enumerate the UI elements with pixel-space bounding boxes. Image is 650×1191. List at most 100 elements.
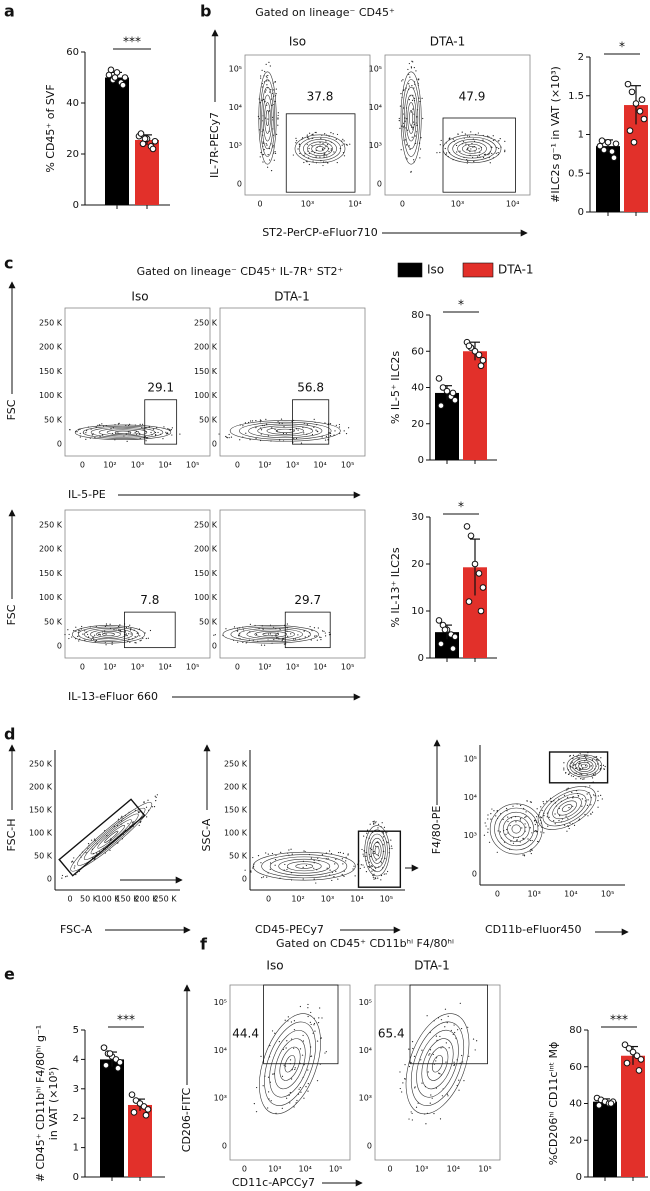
event-dot <box>590 813 592 815</box>
data-point <box>435 375 443 382</box>
event-dot <box>274 864 276 866</box>
contour <box>581 763 588 769</box>
event-dot <box>328 150 330 153</box>
event-dot <box>455 144 458 147</box>
contour <box>578 761 591 771</box>
event-dot <box>505 833 507 835</box>
data-point <box>449 645 457 652</box>
event-dot <box>381 822 383 824</box>
event-dot <box>590 804 592 806</box>
event-dot <box>572 754 575 756</box>
event-dot <box>294 638 296 640</box>
event-dot <box>435 1060 437 1062</box>
contour <box>466 146 478 152</box>
event-dot <box>325 145 327 148</box>
contour <box>489 803 543 855</box>
contour <box>400 71 422 165</box>
event-dot <box>590 765 593 767</box>
event-dot <box>274 81 276 83</box>
event-dot <box>155 800 157 802</box>
event-dot <box>293 1020 296 1022</box>
data-point <box>475 570 483 577</box>
event-dot <box>515 821 517 823</box>
bar <box>593 1101 617 1177</box>
event-dot <box>414 1086 416 1088</box>
event-dot <box>120 631 122 633</box>
event-dot <box>565 815 567 817</box>
x-tick-label: 10⁴ <box>313 663 326 672</box>
event-dot <box>563 767 565 769</box>
event-dot <box>582 778 584 780</box>
event-dot <box>274 858 277 861</box>
event-dot <box>330 132 332 134</box>
contour <box>275 428 295 433</box>
event-dot <box>406 158 408 160</box>
event-dot <box>313 1022 316 1025</box>
x-tick-label: 10⁴ <box>348 200 361 209</box>
event-dot <box>321 854 324 856</box>
event-dot <box>253 1103 255 1105</box>
event-dot <box>266 84 268 86</box>
event-dot <box>366 829 369 831</box>
event-dot <box>468 144 470 147</box>
event-dot <box>270 169 273 172</box>
event-dot <box>400 149 402 151</box>
x-tick-label: 10³ <box>527 890 540 899</box>
event-dot <box>264 91 267 93</box>
event-dot <box>543 815 545 817</box>
event-dot <box>546 800 548 802</box>
event-dot <box>402 79 404 81</box>
event-dot <box>289 1059 292 1061</box>
x-tick-label: 0 <box>495 890 500 899</box>
data-point <box>608 148 616 155</box>
event-dot <box>273 159 275 161</box>
event-dot <box>265 63 267 65</box>
event-dot <box>439 144 441 146</box>
event-dot <box>327 439 329 441</box>
event-dot <box>522 854 524 856</box>
plot-frame <box>219 307 366 457</box>
event-dot <box>303 850 305 852</box>
event-dot <box>347 853 349 855</box>
event-dot <box>260 77 262 79</box>
event-dot <box>73 629 75 632</box>
contour <box>264 102 271 134</box>
event-dot <box>365 871 368 873</box>
event-dot <box>419 100 421 103</box>
event-dot <box>377 823 380 825</box>
event-dot <box>373 878 375 880</box>
event-dot <box>314 1030 316 1032</box>
plot-frame <box>229 984 351 1161</box>
y-tick-label: 200 K <box>194 545 218 554</box>
y-axis-label: %CD206ʰⁱ CD11cⁱⁿᵗ Mϕ <box>547 1042 560 1166</box>
event-dot <box>335 424 337 426</box>
event-dot <box>399 105 402 107</box>
data-point <box>441 626 449 634</box>
event-dot <box>525 811 527 813</box>
event-dot <box>404 1078 406 1080</box>
event-dot <box>369 866 371 869</box>
y-tick-label: 150 K <box>39 569 63 578</box>
event-dot <box>563 769 565 771</box>
event-dot <box>138 824 140 826</box>
event-dot <box>71 636 73 638</box>
event-dot <box>65 876 67 878</box>
event-dot <box>281 1107 283 1109</box>
event-dot <box>267 1076 270 1078</box>
contour <box>261 86 274 150</box>
event-dot <box>410 111 413 113</box>
y-tick-label: 100 K <box>39 593 63 602</box>
y-tick-label: 0 <box>237 179 242 188</box>
event-dot <box>330 853 333 855</box>
event-dot <box>265 80 267 82</box>
event-dot <box>96 852 98 854</box>
contour <box>462 143 482 154</box>
event-dot <box>286 868 288 871</box>
contour <box>71 625 146 644</box>
data-point <box>463 523 471 530</box>
contour <box>82 425 164 439</box>
event-dot <box>406 129 409 131</box>
event-dot <box>277 124 279 126</box>
event-dot <box>328 850 331 852</box>
event-dot <box>599 767 602 769</box>
